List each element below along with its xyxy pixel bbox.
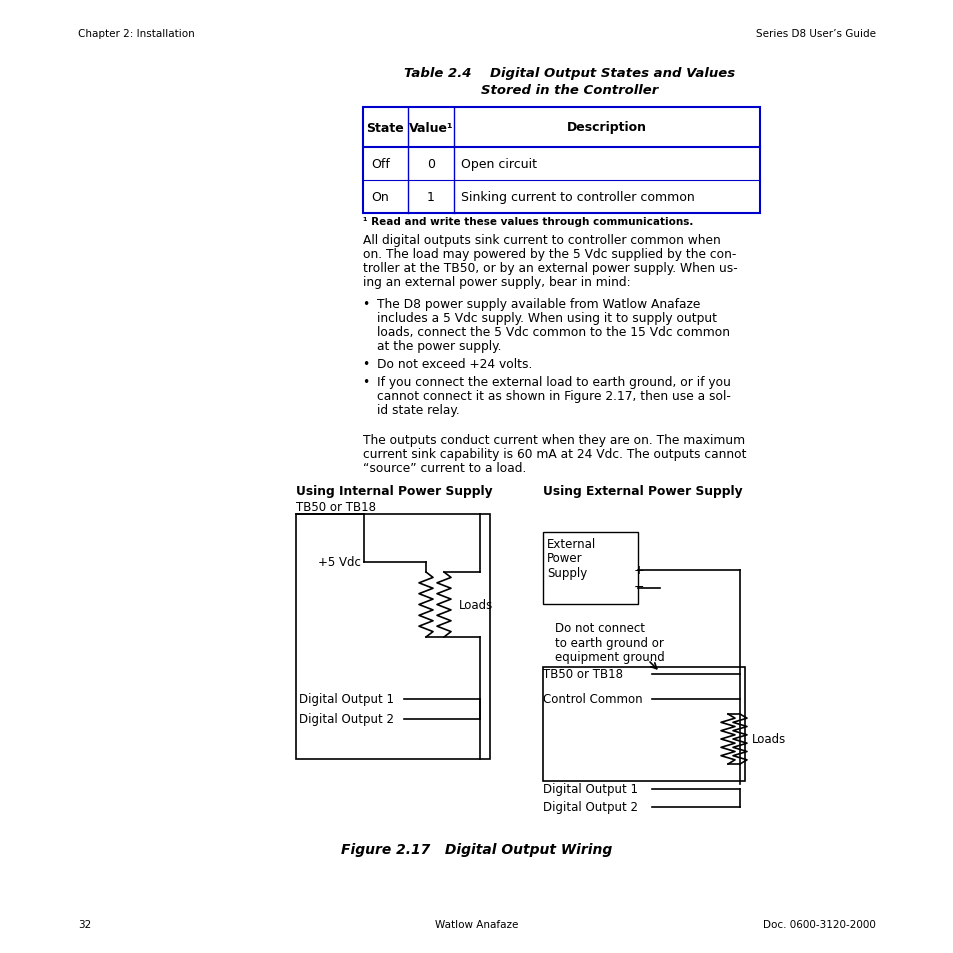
Text: +5 Vdc: +5 Vdc — [317, 556, 360, 569]
Text: Doc. 0600-3120-2000: Doc. 0600-3120-2000 — [762, 919, 875, 929]
Text: Digital Output 1: Digital Output 1 — [542, 782, 638, 796]
Text: equipment ground: equipment ground — [555, 651, 664, 664]
Text: current sink capability is 60 mA at 24 Vdc. The outputs cannot: current sink capability is 60 mA at 24 V… — [363, 448, 745, 460]
Text: includes a 5 Vdc supply. When using it to supply output: includes a 5 Vdc supply. When using it t… — [376, 312, 717, 325]
Text: to earth ground or: to earth ground or — [555, 636, 663, 649]
Text: Supply: Supply — [546, 566, 587, 578]
Text: Loads: Loads — [751, 733, 785, 745]
Text: Digital Output 2: Digital Output 2 — [298, 713, 394, 726]
Text: •: • — [361, 375, 369, 389]
Text: Digital Output 2: Digital Output 2 — [542, 801, 638, 814]
Text: TB50 or TB18: TB50 or TB18 — [542, 668, 622, 680]
Text: +: + — [634, 564, 644, 577]
Text: Using External Power Supply: Using External Power Supply — [542, 485, 741, 498]
Text: Using Internal Power Supply: Using Internal Power Supply — [295, 485, 492, 498]
Text: The D8 power supply available from Watlow Anafaze: The D8 power supply available from Watlo… — [376, 297, 700, 311]
Bar — [363, 108, 760, 213]
Text: The outputs conduct current when they are on. The maximum: The outputs conduct current when they ar… — [363, 434, 744, 447]
Text: If you connect the external load to earth ground, or if you: If you connect the external load to eart… — [376, 375, 730, 389]
Text: Series D8 User’s Guide: Series D8 User’s Guide — [755, 29, 875, 39]
Text: −: − — [634, 579, 644, 593]
Text: All digital outputs sink current to controller common when: All digital outputs sink current to cont… — [363, 233, 720, 247]
Text: State: State — [366, 121, 404, 134]
Text: TB50 or TB18: TB50 or TB18 — [295, 501, 375, 514]
Text: Sinking current to controller common: Sinking current to controller common — [460, 191, 694, 204]
Text: “source” current to a load.: “source” current to a load. — [363, 461, 526, 475]
Bar — [542, 533, 638, 604]
Text: Figure 2.17   Digital Output Wiring: Figure 2.17 Digital Output Wiring — [341, 842, 612, 856]
Text: •: • — [361, 297, 369, 311]
Text: Chapter 2: Installation: Chapter 2: Installation — [78, 29, 194, 39]
Text: Table 2.4    Digital Output States and Values: Table 2.4 Digital Output States and Valu… — [404, 67, 735, 79]
Text: •: • — [361, 357, 369, 371]
Text: Watlow Anafaze: Watlow Anafaze — [435, 919, 518, 929]
Text: 32: 32 — [78, 919, 91, 929]
Text: Open circuit: Open circuit — [460, 158, 537, 171]
Text: troller at the TB50, or by an external power supply. When us-: troller at the TB50, or by an external p… — [363, 262, 737, 274]
Text: ¹ Read and write these values through communications.: ¹ Read and write these values through co… — [363, 216, 693, 227]
Text: Loads: Loads — [458, 598, 493, 612]
Text: loads, connect the 5 Vdc common to the 15 Vdc common: loads, connect the 5 Vdc common to the 1… — [376, 326, 729, 338]
Text: at the power supply.: at the power supply. — [376, 339, 501, 353]
Text: Digital Output 1: Digital Output 1 — [298, 693, 394, 706]
Text: Control Common: Control Common — [542, 693, 642, 706]
Text: Value¹: Value¹ — [408, 121, 453, 134]
Text: cannot connect it as shown in Figure 2.17, then use a sol-: cannot connect it as shown in Figure 2.1… — [376, 390, 730, 402]
Text: on. The load may powered by the 5 Vdc supplied by the con-: on. The load may powered by the 5 Vdc su… — [363, 248, 736, 261]
Text: On: On — [371, 191, 388, 204]
Text: Power: Power — [546, 552, 582, 565]
Text: 1: 1 — [427, 191, 435, 204]
Text: id state relay.: id state relay. — [376, 403, 459, 416]
Text: ing an external power supply, bear in mind:: ing an external power supply, bear in mi… — [363, 275, 630, 289]
Bar — [295, 515, 490, 760]
Bar — [542, 667, 744, 781]
Text: 0: 0 — [427, 158, 435, 171]
Text: Off: Off — [371, 158, 390, 171]
Text: External: External — [546, 537, 596, 551]
Text: Do not connect: Do not connect — [555, 620, 644, 634]
Text: Stored in the Controller: Stored in the Controller — [481, 85, 658, 97]
Text: Do not exceed +24 volts.: Do not exceed +24 volts. — [376, 357, 532, 371]
Text: Description: Description — [566, 121, 646, 134]
